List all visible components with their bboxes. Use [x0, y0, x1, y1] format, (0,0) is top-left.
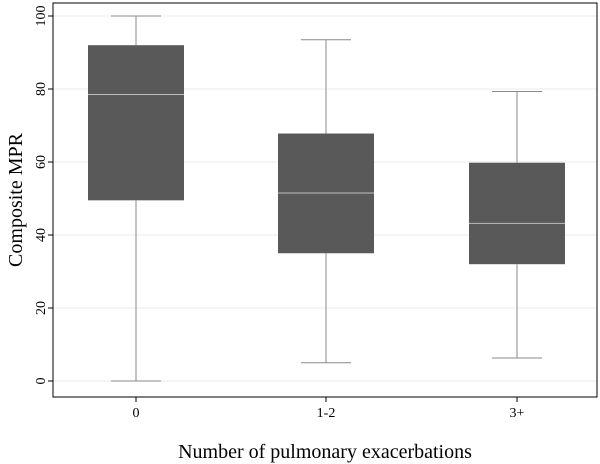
y-tick-label: 0 [34, 378, 49, 385]
y-tick-label: 60 [34, 155, 49, 169]
y-tick-label: 80 [34, 82, 49, 96]
box-3+ [469, 91, 565, 359]
box-1-2 [278, 39, 374, 364]
y-axis-ticks: 0 20 40 60 80 100 [34, 6, 53, 385]
box-0 [88, 15, 184, 382]
x-tick-label: 3+ [510, 406, 525, 421]
x-axis-ticks: 0 1-2 3+ [133, 397, 525, 421]
box-series [88, 15, 565, 382]
iqr-box [469, 162, 565, 265]
iqr-box [88, 45, 184, 201]
y-axis-title: Composite MPR [5, 132, 27, 267]
y-tick-label: 20 [34, 301, 49, 315]
x-tick-label: 0 [133, 406, 140, 421]
plot-frame [52, 2, 598, 398]
y-tick-label: 100 [34, 6, 49, 27]
x-axis-title: Number of pulmonary exacerbations [178, 441, 472, 463]
x-tick-label: 1-2 [317, 406, 336, 421]
y-tick-label: 40 [34, 228, 49, 242]
